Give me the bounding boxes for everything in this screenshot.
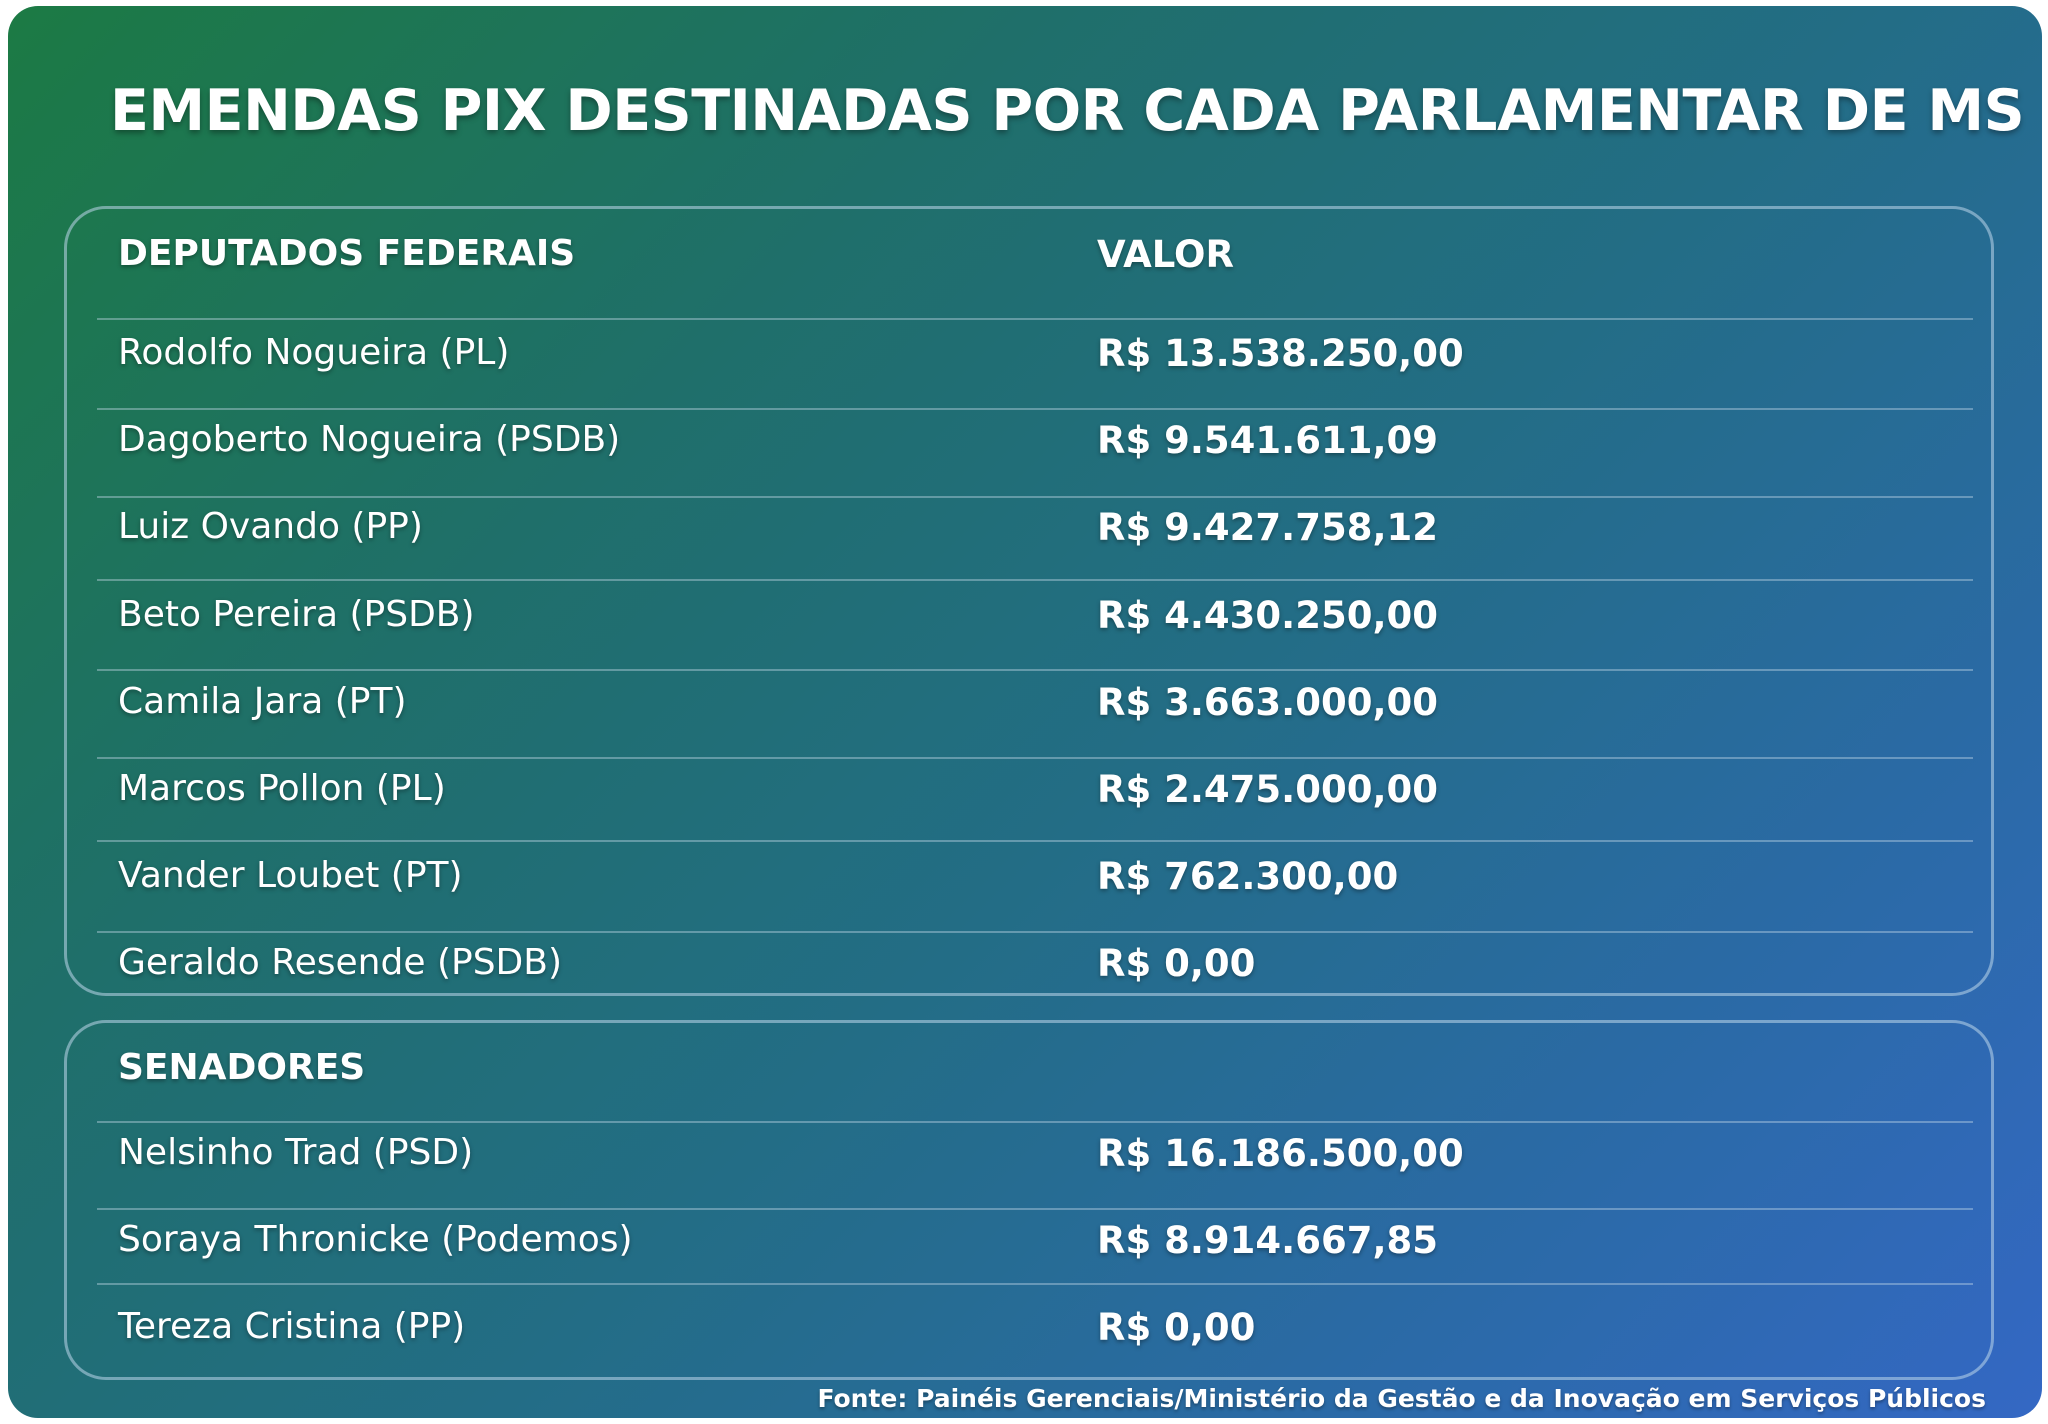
divider [97,1121,1973,1123]
divider [97,840,1973,842]
divider [97,757,1973,759]
emenda-value: R$ 9.427.758,12 [1097,506,1438,549]
emenda-value: R$ 0,00 [1097,942,1256,985]
parlamentar-name: Nelsinho Trad (PSD) [118,1132,474,1173]
emenda-value: R$ 9.541.611,09 [1097,419,1438,462]
senadores-panel: SENADORES Nelsinho Trad (PSD) R$ 16.186.… [64,1020,1994,1380]
emenda-value: R$ 8.914.667,85 [1097,1219,1438,1262]
parlamentar-name: Beto Pereira (PSDB) [118,594,475,635]
emenda-value: R$ 3.663.000,00 [1097,681,1438,724]
emenda-value: R$ 16.186.500,00 [1097,1132,1464,1175]
senadores-header-label: SENADORES [118,1047,366,1088]
divider [97,931,1973,933]
divider [97,669,1973,671]
parlamentar-name: Camila Jara (PT) [118,681,407,722]
parlamentar-name: Tereza Cristina (PP) [118,1306,466,1347]
parlamentar-name: Dagoberto Nogueira (PSDB) [118,419,621,460]
divider [97,408,1973,410]
page-title: EMENDAS PIX DESTINADAS POR CADA PARLAMEN… [110,78,2025,144]
emenda-value: R$ 13.538.250,00 [1097,332,1464,375]
divider [97,1283,1973,1285]
divider [97,318,1973,320]
divider [97,579,1973,581]
parlamentar-name: Geraldo Resende (PSDB) [118,942,563,983]
parlamentar-name: Luiz Ovando (PP) [118,506,423,547]
parlamentar-name: Vander Loubet (PT) [118,855,463,896]
emenda-value: R$ 2.475.000,00 [1097,768,1438,811]
parlamentar-name: Rodolfo Nogueira (PL) [118,332,510,373]
parlamentar-name: Marcos Pollon (PL) [118,768,446,809]
infographic-card: EMENDAS PIX DESTINADAS POR CADA PARLAMEN… [8,6,2042,1418]
deputados-header-label: DEPUTADOS FEDERAIS [118,233,576,274]
valor-header-label: VALOR [1097,233,1234,276]
source-caption: Fonte: Painéis Gerenciais/Ministério da … [817,1384,1986,1413]
parlamentar-name: Soraya Thronicke (Podemos) [118,1219,633,1260]
divider [97,496,1973,498]
divider [97,1208,1973,1210]
emenda-value: R$ 0,00 [1097,1306,1256,1349]
emenda-value: R$ 4.430.250,00 [1097,594,1438,637]
deputados-panel: DEPUTADOS FEDERAIS VALOR Rodolfo Nogueir… [64,206,1994,996]
emenda-value: R$ 762.300,00 [1097,855,1399,898]
